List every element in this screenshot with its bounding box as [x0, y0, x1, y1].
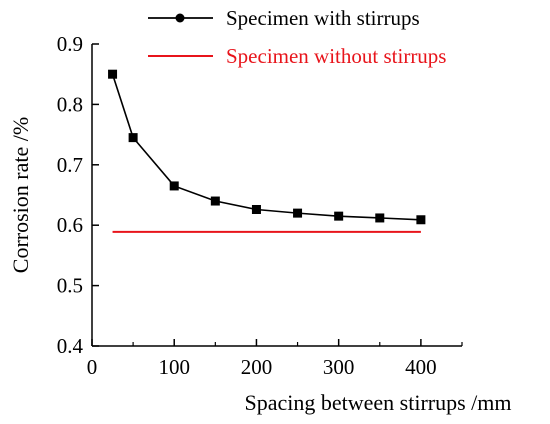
data-point [416, 215, 426, 225]
y-tick-label: 0.6 [57, 213, 83, 237]
data-point [375, 213, 385, 223]
data-point [334, 211, 344, 221]
series-line-1 [111, 73, 421, 221]
x-axis-title: Spacing between stirrups /mm [244, 390, 511, 415]
series-layer [108, 69, 426, 233]
x-tick-label: 200 [241, 355, 273, 379]
data-point [293, 208, 303, 218]
legend-label-1: Specimen with stirrups [226, 6, 420, 30]
y-tick-label: 0.5 [57, 274, 83, 298]
data-point [169, 181, 179, 191]
data-point [108, 69, 118, 79]
legend-marker [175, 13, 185, 23]
data-point [128, 133, 138, 143]
y-tick-label: 0.9 [57, 32, 83, 56]
y-tick-label: 0.4 [57, 334, 84, 358]
y-axis-title: Corrosion rate /% [8, 117, 33, 273]
legend: Specimen with stirrups Specimen without s… [148, 6, 446, 68]
y-tick-label: 0.7 [57, 153, 83, 177]
x-tick-label: 400 [405, 355, 437, 379]
x-tick-label: 100 [158, 355, 190, 379]
ticks: 0.4 0.5 0.6 0.7 0.8 0.9 0 100 200 300 400 [57, 32, 463, 379]
x-tick-label: 0 [87, 355, 98, 379]
x-tick-label: 300 [323, 355, 355, 379]
data-point [210, 196, 220, 206]
legend-label-2: Specimen without stirrups [226, 44, 446, 68]
data-point [251, 204, 261, 214]
axes [91, 44, 462, 347]
y-tick-label: 0.8 [57, 92, 83, 116]
